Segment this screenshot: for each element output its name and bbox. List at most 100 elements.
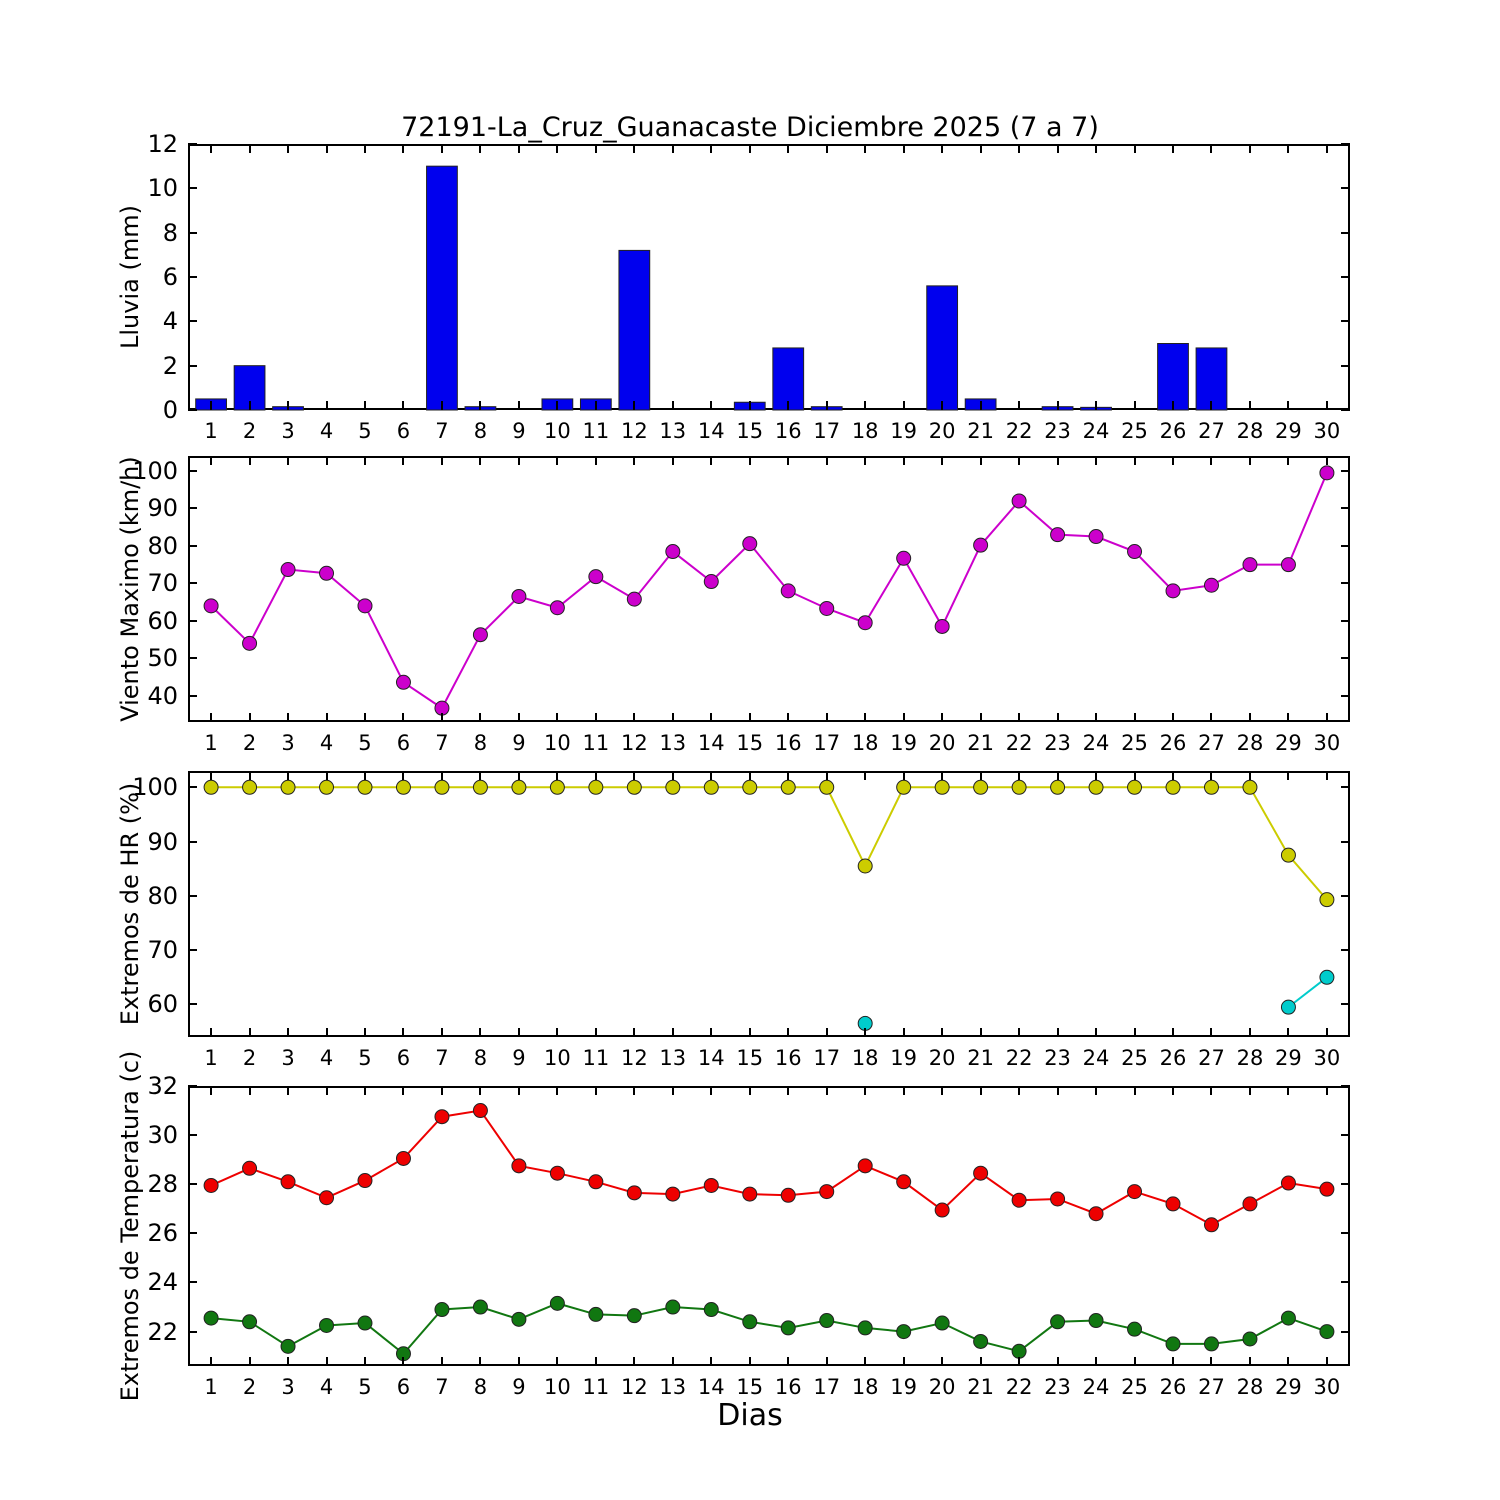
x-tick-mark (287, 456, 290, 465)
x-tick-label: 17 (813, 1046, 841, 1070)
series-marker (588, 1306, 604, 1322)
viento-line (203, 465, 1335, 716)
y-tick-label: 10 (147, 174, 178, 203)
series-marker (1127, 1321, 1143, 1337)
series-marker (1242, 557, 1258, 573)
x-tick-mark (1133, 1028, 1136, 1037)
x-tick-mark (1172, 456, 1174, 465)
y-tick-label: 90 (147, 827, 178, 856)
x-tick-label: 5 (358, 1375, 372, 1399)
x-tick-mark (1287, 144, 1290, 153)
x-tick-mark (825, 1357, 828, 1366)
x-tick-label: 27 (1198, 1375, 1225, 1399)
x-tick-label: 21 (967, 419, 994, 443)
x-tick-label: 22 (1005, 1375, 1033, 1399)
x-tick-mark (479, 713, 482, 722)
series-marker (973, 1165, 989, 1181)
y-tick-label: 26 (147, 1219, 178, 1248)
x-tick-mark (1056, 771, 1059, 780)
x-tick-label: 24 (1082, 1375, 1110, 1399)
x-tick-mark (1210, 771, 1213, 780)
series-marker (395, 674, 411, 690)
x-tick-label: 9 (512, 1046, 526, 1070)
axis-label-dias: Dias (717, 1398, 783, 1433)
y-tick-mark (188, 840, 197, 843)
x-tick-label: 1 (204, 1375, 218, 1399)
y-tick-mark (1341, 840, 1350, 843)
series-marker (511, 1311, 527, 1327)
series-marker (934, 779, 950, 795)
x-tick-label: 8 (473, 1375, 488, 1399)
y-tick-label: 6 (162, 263, 178, 291)
x-tick-label: 25 (1121, 731, 1148, 755)
x-tick-label: 11 (582, 731, 610, 755)
series-marker (1203, 1217, 1219, 1233)
x-tick-label: 13 (659, 419, 687, 443)
y-tick-mark (1341, 1003, 1350, 1006)
x-tick-mark (633, 144, 636, 153)
x-tick-label: 25 (1121, 1375, 1148, 1399)
x-tick-mark (402, 771, 405, 780)
x-tick-mark (594, 401, 597, 410)
x-tick-mark (363, 401, 366, 410)
x-tick-label: 30 (1313, 1046, 1341, 1070)
x-tick-mark (1287, 456, 1290, 465)
x-tick-mark (210, 713, 213, 722)
x-tick-mark (363, 713, 366, 722)
x-tick-mark (556, 401, 559, 410)
y-tick-label: 24 (147, 1268, 178, 1297)
series-marker (703, 779, 719, 795)
y-tick-mark (1341, 276, 1350, 278)
x-tick-label: 20 (928, 419, 956, 443)
x-tick-mark (864, 456, 867, 465)
series-marker (1203, 779, 1219, 795)
x-tick-mark (402, 401, 405, 410)
y-tick-label: 70 (147, 936, 178, 965)
x-tick-mark (979, 1086, 982, 1095)
x-tick-mark (402, 1357, 405, 1366)
x-tick-mark (1248, 456, 1251, 465)
x-tick-mark (902, 713, 905, 722)
x-tick-label: 27 (1198, 731, 1225, 755)
x-tick-mark (941, 401, 944, 410)
x-tick-mark (633, 401, 636, 410)
x-tick-label: 6 (396, 1375, 411, 1399)
x-tick-label: 15 (736, 1375, 764, 1399)
series-marker (319, 1317, 335, 1333)
x-tick-label: 10 (544, 1375, 571, 1399)
panel-temperatura-frame (188, 1086, 1350, 1366)
y-tick-mark (188, 1085, 197, 1087)
x-tick-mark (1056, 401, 1059, 410)
x-tick-mark (210, 1086, 213, 1095)
x-tick-label: 22 (1005, 1046, 1033, 1070)
series-marker (1319, 892, 1335, 908)
x-tick-mark (1133, 144, 1136, 153)
x-tick-mark (748, 401, 751, 410)
x-tick-label: 25 (1121, 419, 1148, 443)
x-tick-mark (1095, 1357, 1098, 1366)
x-tick-mark (710, 144, 713, 153)
x-tick-mark (825, 144, 828, 153)
x-tick-mark (517, 144, 520, 153)
x-tick-mark (787, 771, 790, 780)
series-marker (511, 779, 527, 795)
x-tick-mark (440, 771, 443, 780)
series-line (211, 786, 1328, 901)
x-tick-mark (1287, 1086, 1290, 1095)
y-tick-mark (1341, 894, 1350, 897)
series-marker (1011, 493, 1027, 509)
x-tick-label: 19 (890, 1046, 918, 1070)
x-tick-mark (1056, 456, 1059, 465)
series-marker (588, 1174, 604, 1190)
x-tick-mark (902, 1357, 905, 1366)
x-tick-label: 9 (512, 419, 526, 443)
x-tick-label: 16 (774, 731, 802, 755)
x-tick-mark (556, 713, 559, 722)
temperatura-lines (203, 1103, 1335, 1362)
x-tick-mark (517, 456, 520, 465)
x-tick-mark (1095, 1086, 1098, 1095)
x-tick-label: 4 (319, 731, 334, 755)
x-tick-label: 10 (544, 731, 571, 755)
x-tick-mark (825, 1086, 828, 1095)
axis-label-hr: Extremos de HR (%) (116, 782, 144, 1026)
